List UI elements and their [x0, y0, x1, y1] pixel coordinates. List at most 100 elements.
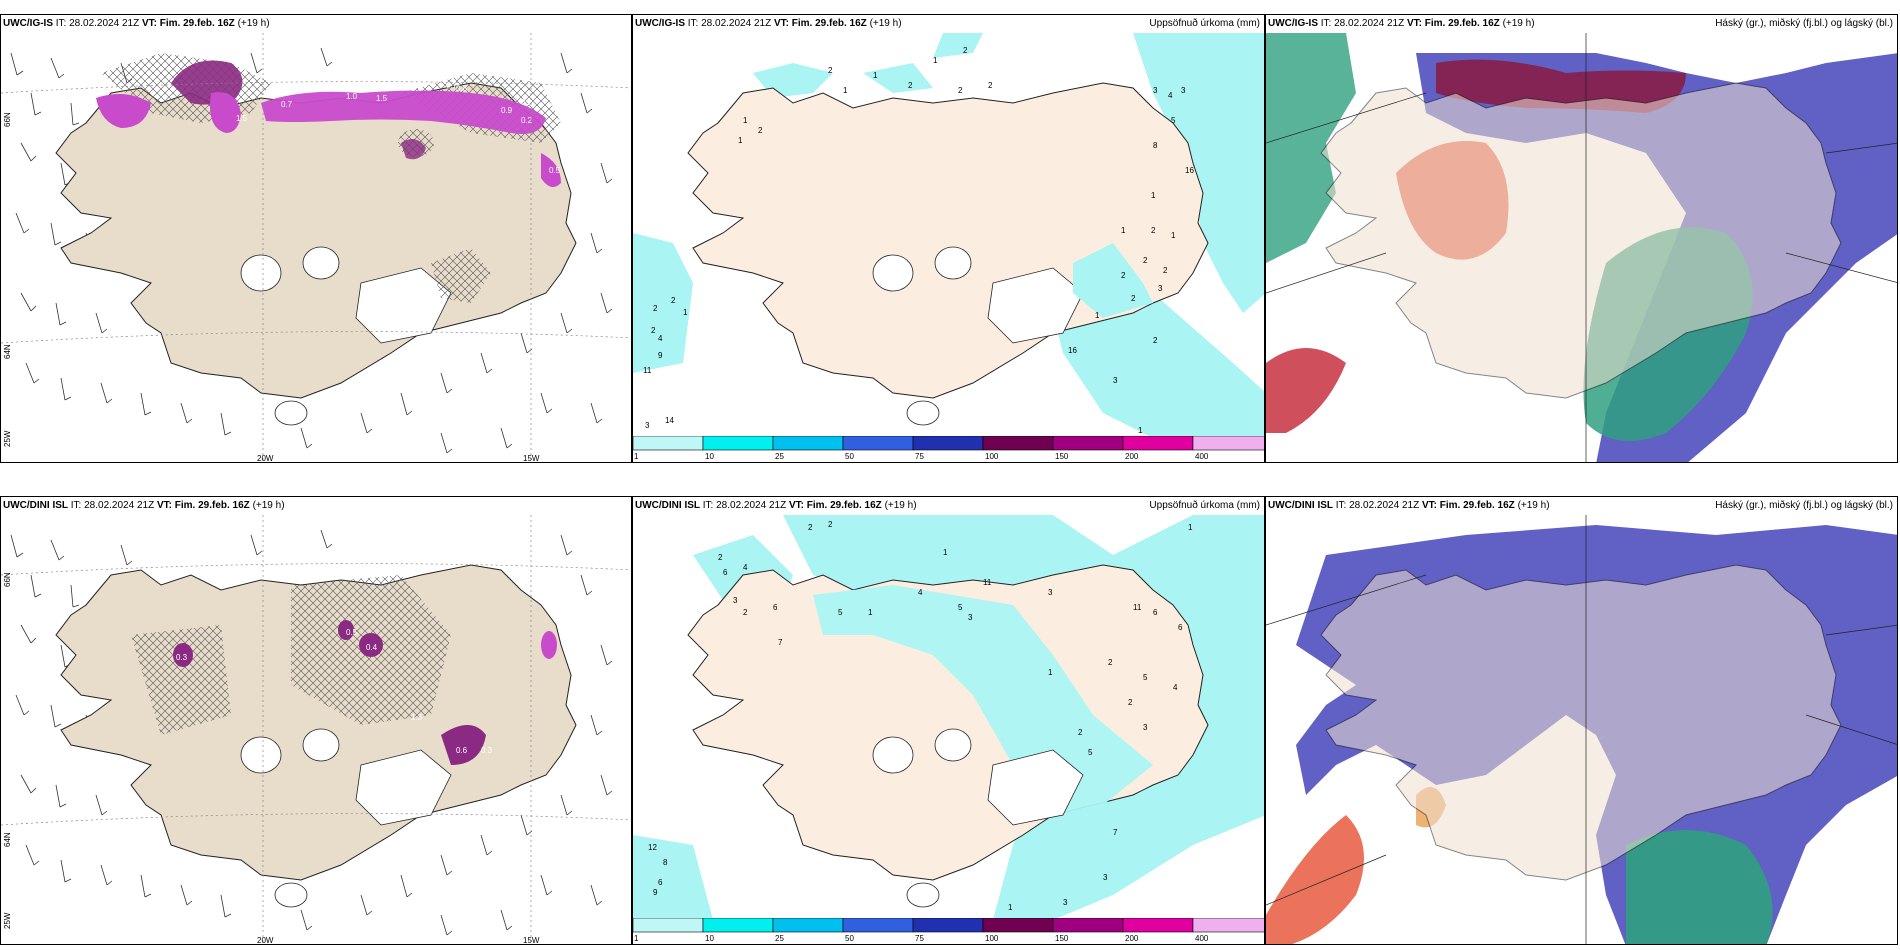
svg-text:6: 6 — [773, 603, 778, 612]
svg-text:2: 2 — [988, 81, 993, 90]
svg-text:0.9: 0.9 — [501, 106, 513, 115]
svg-text:6: 6 — [1178, 623, 1183, 632]
svg-text:1: 1 — [634, 934, 639, 943]
svg-text:2: 2 — [653, 304, 658, 313]
svg-text:1.5: 1.5 — [236, 114, 248, 123]
svg-text:16: 16 — [1068, 346, 1077, 355]
svg-text:1: 1 — [683, 308, 688, 317]
svg-text:4: 4 — [1173, 683, 1178, 692]
snow-areas — [173, 620, 557, 765]
svg-text:16: 16 — [1185, 166, 1194, 175]
svg-text:7: 7 — [778, 638, 783, 647]
svg-text:1: 1 — [873, 71, 878, 80]
svg-text:1: 1 — [1121, 226, 1126, 235]
svg-text:1: 1 — [933, 56, 938, 65]
svg-text:400: 400 — [1195, 934, 1209, 943]
svg-text:2: 2 — [908, 81, 913, 90]
svg-text:75: 75 — [915, 452, 924, 461]
cloud-map — [1266, 33, 1897, 462]
lat-label-64: 64N — [3, 832, 12, 847]
svg-text:1.5: 1.5 — [376, 94, 388, 103]
svg-text:7: 7 — [1113, 828, 1118, 837]
lat-label-66: 66N — [3, 112, 12, 127]
svg-text:2: 2 — [718, 553, 723, 562]
svg-text:3: 3 — [1158, 284, 1163, 293]
svg-text:2: 2 — [963, 46, 968, 55]
iceland-landmass — [687, 564, 1209, 908]
svg-text:1.3: 1.3 — [411, 713, 423, 722]
svg-text:2: 2 — [743, 608, 748, 617]
svg-text:100: 100 — [985, 934, 999, 943]
svg-text:0.5: 0.5 — [346, 628, 358, 637]
svg-text:200: 200 — [1125, 452, 1139, 461]
svg-text:1: 1 — [1048, 668, 1053, 677]
svg-text:2: 2 — [671, 296, 676, 305]
svg-text:2: 2 — [828, 520, 833, 529]
svg-text:1.0: 1.0 — [346, 92, 358, 101]
precip-legend: 1 10 25 50 75 100 150 200 400 — [633, 436, 1264, 462]
svg-text:3: 3 — [1143, 723, 1148, 732]
svg-text:0.6: 0.6 — [456, 746, 468, 755]
svg-text:2: 2 — [1108, 658, 1113, 667]
lat-label-25w: 25W — [3, 912, 12, 929]
svg-text:0.7: 0.7 — [371, 81, 383, 90]
svg-text:1: 1 — [1095, 311, 1100, 320]
svg-text:1: 1 — [634, 452, 639, 461]
svg-text:50: 50 — [845, 934, 854, 943]
svg-text:1: 1 — [738, 136, 743, 145]
svg-text:1: 1 — [1151, 191, 1156, 200]
svg-text:2: 2 — [808, 523, 813, 532]
svg-text:8: 8 — [1153, 141, 1158, 150]
iceland-landmass — [687, 82, 1209, 426]
panel-top-left: UWC/IG-IS IT: 28.02.2024 21Z VT: Fim. 29… — [0, 14, 632, 463]
precip-value-labels: 2 2 2 6 4 3 2 6 7 5 1 1 4 11 5 3 3 11 6 … — [648, 520, 1193, 912]
svg-text:1: 1 — [1008, 903, 1013, 912]
precip-map: 2 2 2 6 4 3 2 6 7 5 1 1 4 11 5 3 3 11 6 … — [633, 515, 1264, 920]
lat-label-25w: 25W — [3, 430, 12, 447]
svg-text:0.2: 0.2 — [521, 116, 533, 125]
lon-label-20w: 20W — [257, 454, 274, 463]
panel-top-middle: UWC/IG-IS IT: 28.02.2024 21Z VT: Fim. 29… — [632, 14, 1265, 463]
wind-snow-map: 0.7 0.9 0.7 1.0 1.5 0.7 0.8 0.9 0.2 0.2 … — [1, 33, 631, 462]
svg-text:3: 3 — [1153, 86, 1158, 95]
svg-text:2: 2 — [1128, 698, 1133, 707]
svg-text:8: 8 — [663, 858, 668, 867]
svg-text:1: 1 — [843, 86, 848, 95]
svg-text:6: 6 — [658, 878, 663, 887]
svg-text:12: 12 — [648, 843, 657, 852]
lon-label-15w: 15W — [523, 936, 540, 945]
svg-text:4: 4 — [658, 334, 663, 343]
iceland-landmass — [1320, 82, 1842, 399]
svg-text:9: 9 — [658, 351, 663, 360]
panel-header: UWC/DINI ISL IT: 28.02.2024 21Z VT: Fim.… — [635, 500, 917, 511]
svg-text:0.7: 0.7 — [281, 100, 293, 109]
svg-text:3: 3 — [1048, 588, 1053, 597]
precip-value-labels: 2 1 2 1 1 2 2 2 3 4 3 5 8 16 1 1 2 1 2 2… — [643, 46, 1194, 435]
svg-text:5: 5 — [958, 603, 963, 612]
svg-text:2: 2 — [1121, 271, 1126, 280]
svg-text:2: 2 — [1151, 226, 1156, 235]
svg-text:25: 25 — [775, 452, 784, 461]
snow-value-labels: 0.7 0.9 0.7 1.0 1.5 0.7 0.8 0.9 0.2 0.2 … — [236, 81, 561, 175]
svg-text:5: 5 — [1088, 748, 1093, 757]
svg-text:400: 400 — [1195, 452, 1209, 461]
snow-value-labels: 0.6 0.3 0.4 0.3 1.3 0.5 — [176, 628, 493, 755]
panel-bottom-middle: UWC/DINI ISL IT: 28.02.2024 21Z VT: Fim.… — [632, 496, 1265, 945]
lat-label-64: 64N — [3, 344, 12, 359]
precip-legend: 1 10 25 50 75 100 150 200 400 — [633, 918, 1264, 944]
legend-colorbar: 1 10 25 50 75 100 150 200 400 — [633, 436, 1264, 461]
panel-header: UWC/DINI ISL IT: 28.02.2024 21Z VT: Fim.… — [1268, 500, 1550, 511]
graticule — [1, 515, 631, 944]
svg-text:1: 1 — [1171, 231, 1176, 240]
svg-text:3: 3 — [968, 613, 973, 622]
panel-top-right: UWC/IG-IS IT: 28.02.2024 21Z VT: Fim. 29… — [1265, 14, 1898, 463]
svg-text:1: 1 — [1188, 523, 1193, 532]
svg-text:2: 2 — [958, 86, 963, 95]
svg-text:2: 2 — [1163, 266, 1168, 275]
svg-text:0.7: 0.7 — [446, 81, 458, 90]
svg-text:200: 200 — [1125, 934, 1139, 943]
svg-text:9: 9 — [653, 888, 658, 897]
svg-text:4: 4 — [743, 563, 748, 572]
lat-label-66: 66N — [3, 572, 12, 587]
svg-text:11: 11 — [1133, 603, 1142, 612]
